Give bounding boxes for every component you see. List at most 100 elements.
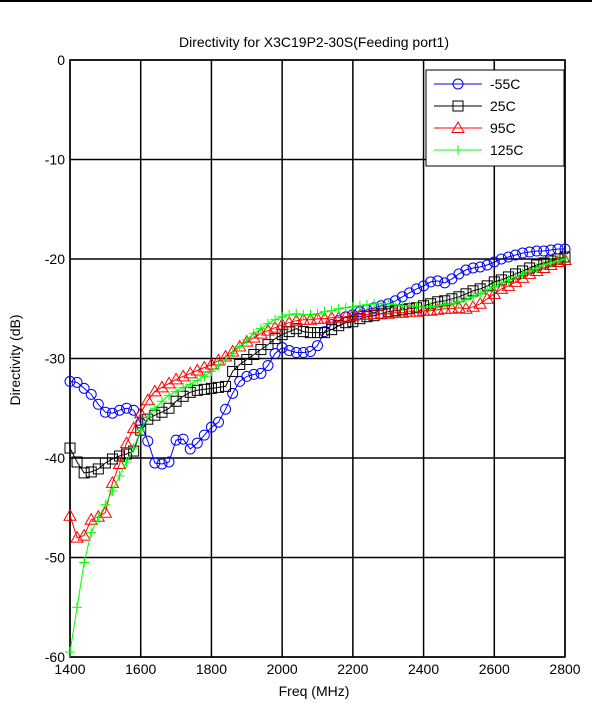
data-point-marker xyxy=(362,299,372,310)
data-point-marker xyxy=(495,253,507,265)
data-point-marker xyxy=(169,372,183,385)
data-point-marker xyxy=(304,327,316,339)
data-point-marker xyxy=(72,602,83,613)
data-point-marker xyxy=(374,306,389,319)
chart-title: Directivity for X3C19P2-30S(Feeding port… xyxy=(179,34,449,50)
data-point-marker xyxy=(297,326,309,338)
x-tick-label: 1800 xyxy=(196,661,227,677)
data-point-marker xyxy=(340,302,351,313)
data-point-marker xyxy=(390,299,401,310)
data-point-marker xyxy=(269,333,281,345)
y-tick-label: -20 xyxy=(45,251,65,267)
data-point-marker xyxy=(199,371,210,382)
data-point-marker xyxy=(178,382,189,393)
data-point-marker xyxy=(140,393,155,406)
data-point-marker xyxy=(290,347,302,359)
legend-marker xyxy=(452,100,464,112)
data-point-marker xyxy=(552,255,563,266)
data-point-marker xyxy=(254,326,268,339)
data-point-marker xyxy=(262,359,274,371)
data-point-marker xyxy=(475,288,486,299)
data-point-marker xyxy=(227,387,239,399)
y-axis-label: Directivity (dB) xyxy=(7,314,23,405)
data-point-marker xyxy=(107,485,118,496)
data-point-marker xyxy=(114,470,125,481)
data-point-marker xyxy=(185,379,196,390)
data-point-marker xyxy=(149,403,160,414)
top-border-line xyxy=(0,0,592,2)
data-point-marker xyxy=(112,456,127,469)
data-point-marker xyxy=(510,249,521,261)
data-point-marker xyxy=(163,456,175,468)
data-point-marker xyxy=(270,314,281,325)
legend: -55C 25C 95C 125C xyxy=(425,69,565,167)
data-point-marker xyxy=(170,434,182,446)
data-point-marker xyxy=(77,528,92,541)
data-point-marker xyxy=(503,274,514,285)
data-series xyxy=(63,243,572,658)
data-point-marker xyxy=(439,299,450,310)
data-point-marker xyxy=(437,301,452,314)
data-point-marker xyxy=(92,463,104,475)
data-point-marker xyxy=(474,261,486,273)
data-point-marker xyxy=(121,456,132,467)
data-point-marker xyxy=(239,334,254,347)
data-point-marker xyxy=(460,264,472,276)
data-point-marker xyxy=(84,512,99,525)
data-point-marker xyxy=(411,283,422,295)
data-point-marker xyxy=(106,453,118,465)
x-axis-label: Freq (MHz) xyxy=(279,683,350,699)
x-tick-label: 2600 xyxy=(479,661,510,677)
data-point-marker xyxy=(142,412,153,423)
legend-marker xyxy=(452,78,464,90)
y-tick-label: -60 xyxy=(45,649,65,665)
data-point-marker xyxy=(128,443,139,454)
data-point-marker xyxy=(114,450,125,462)
data-point-marker xyxy=(106,407,118,419)
data-point-marker xyxy=(164,390,174,401)
data-point-marker xyxy=(403,287,415,299)
data-point-marker xyxy=(536,260,551,273)
x-tick-label: 1600 xyxy=(125,661,156,677)
legend-entry: -55C xyxy=(434,76,520,92)
data-point-marker xyxy=(176,369,191,382)
data-point-marker xyxy=(305,309,316,320)
y-tick-label: -10 xyxy=(45,152,65,168)
data-point-marker xyxy=(333,320,345,332)
data-point-marker xyxy=(227,348,238,359)
data-point-marker xyxy=(529,263,544,276)
data-point-marker xyxy=(261,323,275,336)
data-point-marker xyxy=(142,435,154,447)
data-point-marker xyxy=(183,366,198,379)
data-point-marker xyxy=(531,262,542,273)
data-point-marker xyxy=(98,505,113,518)
data-point-marker xyxy=(439,277,451,289)
data-point-marker xyxy=(284,309,295,320)
data-point-marker xyxy=(432,300,443,311)
data-point-marker xyxy=(481,259,493,271)
data-point-marker xyxy=(488,256,500,268)
data-point-marker xyxy=(453,296,464,307)
data-point-marker xyxy=(64,375,76,387)
data-point-marker xyxy=(171,386,182,397)
data-point-marker xyxy=(326,305,337,316)
data-point-marker xyxy=(234,341,245,352)
data-point-marker xyxy=(489,281,500,292)
data-point-marker xyxy=(383,298,394,309)
data-point-marker xyxy=(319,306,330,317)
data-point-marker xyxy=(79,557,90,568)
x-tick-label: 2400 xyxy=(408,661,439,677)
data-point-marker xyxy=(92,398,104,410)
data-point-marker xyxy=(64,442,76,454)
legend-label: 95C xyxy=(490,120,516,136)
data-point-marker xyxy=(538,259,549,270)
data-point-marker xyxy=(119,436,134,449)
data-point-marker xyxy=(149,457,161,469)
data-point-marker xyxy=(297,347,309,359)
y-tick-label: 0 xyxy=(57,52,65,68)
data-point-marker xyxy=(354,300,365,311)
y-tick-label: -30 xyxy=(45,351,65,367)
data-point-marker xyxy=(276,342,288,354)
x-tick-label: 2800 xyxy=(549,661,580,677)
data-point-marker xyxy=(71,456,83,468)
